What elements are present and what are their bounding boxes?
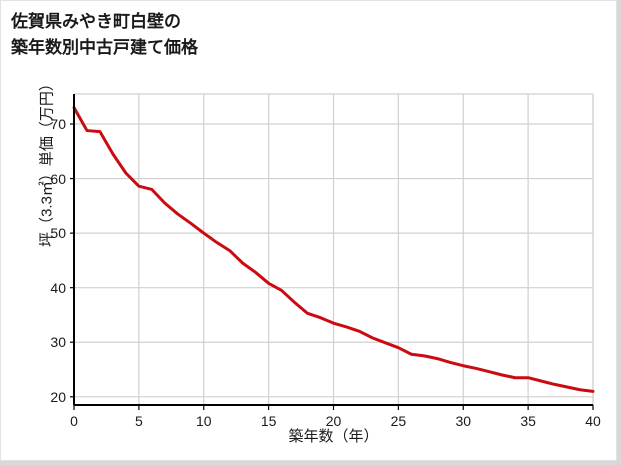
chart-title: 佐賀県みやき町白壁の 築年数別中古戸建て価格: [11, 9, 198, 61]
x-tick-label: 20: [325, 413, 342, 429]
x-tick-label: 0: [70, 413, 78, 429]
y-tick-label: 50: [50, 225, 66, 242]
price-line-series: [72, 106, 595, 393]
y-tick-label: 30: [50, 334, 66, 351]
y-tick-label: 20: [50, 388, 66, 405]
x-tick-label: 5: [134, 413, 143, 429]
y-tick-label: 70: [50, 116, 66, 132]
x-tick-label: 30: [455, 413, 472, 429]
y-tick-label: 40: [50, 279, 66, 296]
tick-marks: [70, 123, 594, 410]
x-tick-label: 25: [390, 413, 407, 429]
y-tick-label: 60: [50, 170, 66, 187]
x-tick-label: 10: [195, 413, 212, 429]
x-tick-label: 35: [520, 413, 536, 429]
y-axis-label: 坪（3.3㎡）単価（万円）: [38, 76, 56, 247]
chart-title-line2: 築年数別中古戸建て価格: [11, 38, 198, 57]
x-axis-label: 築年数（年）: [288, 428, 379, 445]
chart-title-line1: 佐賀県みやき町白壁の: [11, 12, 181, 31]
x-tick-label: 15: [260, 413, 277, 429]
x-tick-label: 40: [585, 413, 601, 429]
gridlines: [73, 93, 594, 405]
